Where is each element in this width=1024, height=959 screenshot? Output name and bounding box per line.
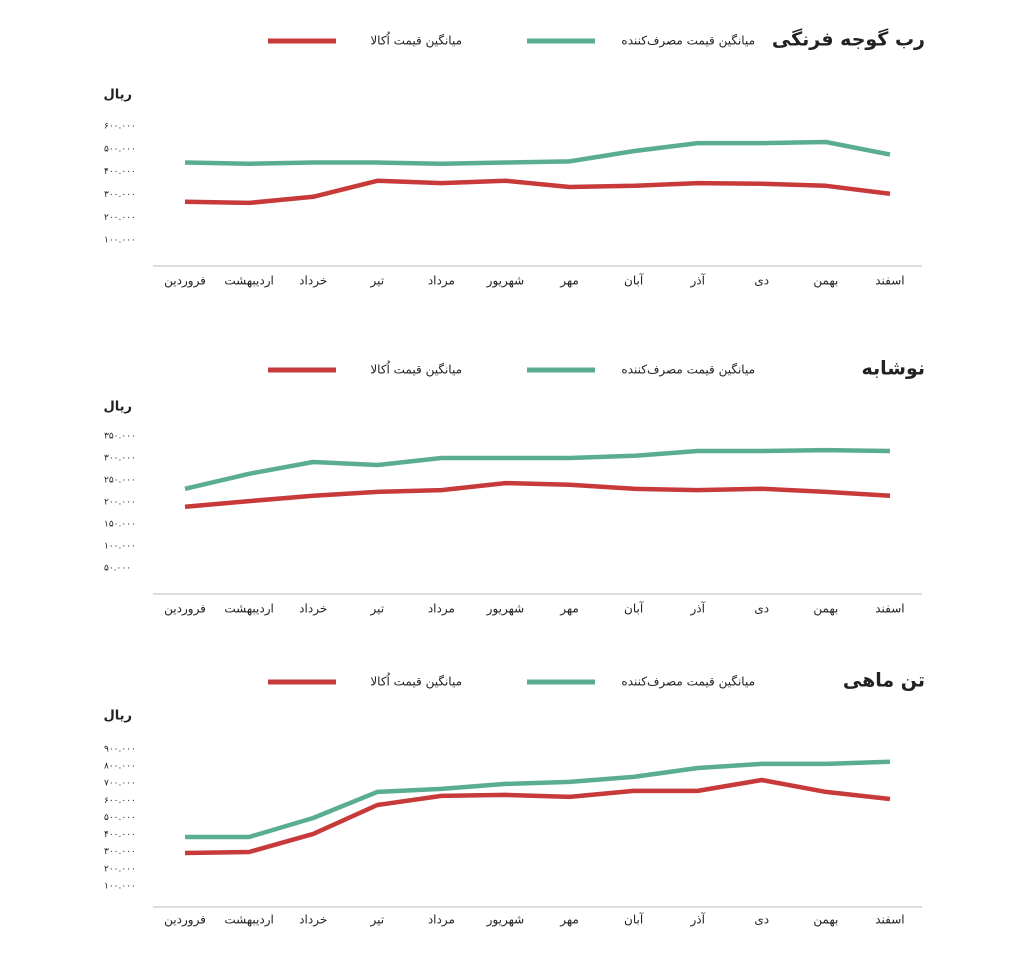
y-tick-label: ۴۰۰.۰۰۰ — [104, 167, 136, 177]
y-axis-label: ریال — [103, 88, 132, 103]
x-tick-label: دی — [754, 602, 769, 616]
chart-title: تن ماهی — [843, 670, 925, 692]
x-tick-label: اردیبهشت — [224, 913, 273, 928]
x-tick-label: خرداد — [299, 274, 327, 289]
x-tick-label: شهریور — [486, 913, 525, 928]
x-tick-label: آذر — [689, 273, 705, 289]
x-tick-label: مهر — [559, 913, 579, 928]
x-tick-label: مهر — [559, 602, 579, 617]
x-tick-label: اسفند — [875, 913, 904, 927]
x-tick-label: بهمن — [813, 602, 838, 617]
x-tick-label: خرداد — [299, 602, 327, 617]
chart-title: رب گوجه فرنگی — [772, 28, 925, 51]
x-tick-label: بهمن — [813, 274, 838, 289]
y-tick-label: ۳۰۰.۰۰۰ — [104, 454, 136, 464]
x-tick-label: شهریور — [486, 274, 525, 289]
y-tick-label: ۱۰۰.۰۰۰ — [104, 542, 136, 552]
x-tick-label: بهمن — [813, 913, 838, 928]
x-tick-label: شهریور — [486, 602, 525, 617]
x-tick-label: اسفند — [875, 274, 904, 288]
chart: تن ماهی ریال ۱۰۰.۰۰۰ ۲۰۰.۰۰۰ ۳۰۰.۰۰۰ ۴۰۰.۰۰۰ ۵… — [103, 670, 925, 928]
y-tick-label: ۸۰۰.۰۰۰ — [104, 762, 136, 772]
legend-label: میانگین قیمت مصرف‌کننده — [621, 363, 755, 378]
y-tick-label: ۵۰۰.۰۰۰ — [104, 813, 136, 823]
y-tick-label: ۳۰۰.۰۰۰ — [104, 190, 136, 200]
legend-label: میانگین قیمت اُکالا — [370, 672, 462, 690]
series-line — [184, 447, 891, 491]
series-line — [184, 777, 891, 856]
x-tick-label: تیر — [369, 602, 384, 617]
legend-label: میانگین قیمت اُکالا — [370, 360, 462, 378]
x-tick-label: دی — [754, 274, 769, 288]
series-line — [184, 178, 891, 206]
legend-label: میانگین قیمت اُکالا — [370, 31, 462, 49]
y-tick-label: ۲۵۰.۰۰۰ — [104, 476, 136, 486]
x-tick-label: فروردین — [164, 602, 206, 617]
y-axis-label: ریال — [103, 400, 132, 415]
x-tick-label: آبان — [624, 273, 644, 288]
x-tick-label: مرداد — [428, 602, 455, 617]
x-tick-label: فروردین — [164, 274, 206, 289]
y-tick-label: ۳۵۰.۰۰۰ — [104, 432, 136, 442]
y-tick-label: ۱۵۰.۰۰۰ — [104, 520, 136, 530]
chart: نوشابه ریال ۵۰.۰۰۰ ۱۰۰.۰۰۰ ۱۵۰.۰۰۰ ۲۰۰.۰۰۰ ۲۵۰… — [103, 358, 925, 617]
x-tick-label: خرداد — [299, 913, 327, 928]
x-tick-label: تیر — [369, 913, 384, 928]
x-tick-label: اسفند — [875, 602, 904, 616]
x-tick-label: مرداد — [428, 274, 455, 289]
x-tick-label: مرداد — [428, 913, 455, 928]
y-tick-label: ۲۰۰.۰۰۰ — [104, 498, 136, 508]
y-tick-label: ۲۰۰.۰۰۰ — [104, 213, 136, 223]
y-tick-label: ۵۰.۰۰۰ — [104, 564, 131, 574]
y-tick-label: ۹۰۰.۰۰۰ — [104, 745, 136, 755]
series-line — [184, 139, 891, 166]
legend-label: میانگین قیمت مصرف‌کننده — [621, 675, 755, 690]
y-tick-label: ۲۰۰.۰۰۰ — [104, 864, 136, 874]
x-tick-label: اردیبهشت — [224, 274, 273, 289]
series-line — [185, 759, 891, 840]
y-axis-label: ریال — [103, 709, 132, 724]
y-tick-label: ۶۰۰.۰۰۰ — [104, 122, 136, 132]
legend-label: میانگین قیمت مصرف‌کننده — [621, 34, 755, 49]
y-tick-label: ۴۰۰.۰۰۰ — [104, 830, 136, 840]
x-tick-label: آبان — [624, 912, 644, 927]
x-tick-label: آبان — [624, 601, 644, 616]
y-tick-label: ۵۰۰.۰۰۰ — [104, 144, 136, 154]
chart: رب گوجه فرنگی ریال ۱۰۰.۰۰۰ ۲۰۰.۰۰۰ ۳۰۰.۰۰۰ ۴۰… — [103, 28, 925, 289]
x-tick-label: فروردین — [164, 913, 206, 928]
x-tick-label: آذر — [689, 601, 705, 617]
x-tick-label: اردیبهشت — [224, 602, 273, 617]
y-tick-label: ۱۰۰.۰۰۰ — [104, 236, 136, 246]
x-tick-label: تیر — [369, 274, 384, 289]
y-tick-label: ۷۰۰.۰۰۰ — [104, 779, 136, 789]
y-tick-label: ۶۰۰.۰۰۰ — [104, 796, 136, 806]
y-tick-label: ۱۰۰.۰۰۰ — [104, 881, 136, 891]
x-tick-label: آذر — [689, 912, 705, 928]
x-tick-label: دی — [754, 913, 769, 927]
chart-title: نوشابه — [861, 358, 925, 380]
series-line — [184, 480, 891, 510]
x-tick-label: مهر — [559, 274, 579, 289]
y-tick-label: ۳۰۰.۰۰۰ — [104, 847, 136, 857]
